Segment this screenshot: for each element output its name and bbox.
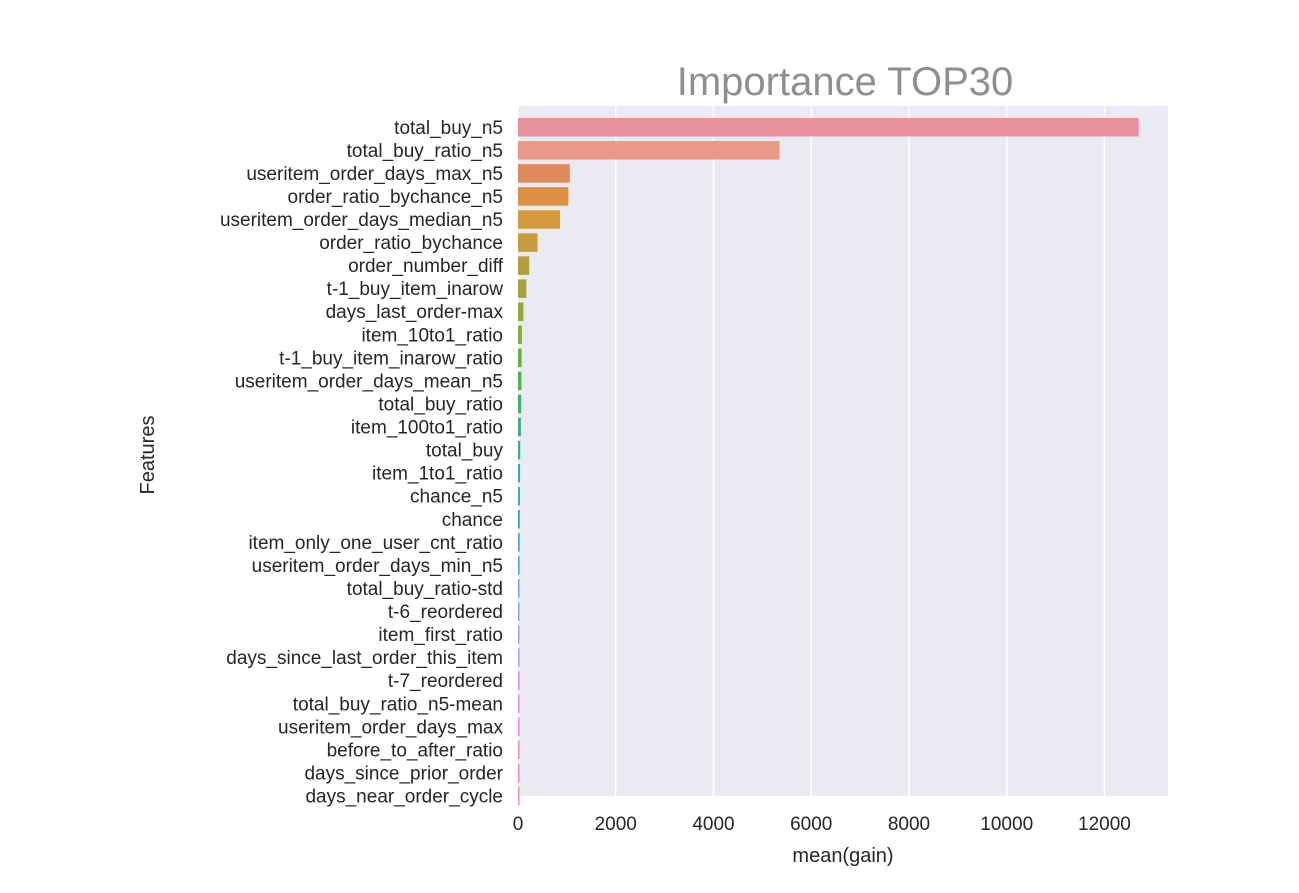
category-label: total_buy_ratio-std (347, 579, 503, 600)
bar (518, 325, 522, 345)
bar (518, 556, 520, 575)
x-tick-label: 12000 (1078, 814, 1131, 835)
bar (518, 256, 530, 275)
category-label: item_100to1_ratio (351, 418, 503, 439)
bar (518, 602, 520, 621)
category-label: chance_n5 (410, 487, 503, 508)
category-label: t-1_buy_item_inarow_ratio (279, 348, 503, 369)
category-label: t-7_reordered (388, 671, 503, 692)
category-label: days_since_prior_order (304, 763, 503, 784)
chart-title: Importance TOP30 (677, 60, 1013, 104)
category-label: total_buy_ratio_n5-mean (293, 694, 503, 715)
category-label: total_buy_n5 (394, 118, 503, 139)
x-tick-label: 2000 (595, 814, 637, 835)
category-label: total_buy_ratio (378, 394, 503, 415)
bar (518, 740, 520, 760)
category-label: useritem_order_days_mean_n5 (235, 371, 503, 392)
category-label: useritem_order_days_max_n5 (246, 164, 503, 185)
category-label: order_ratio_bychance_n5 (288, 187, 504, 208)
category-label: t-1_buy_item_inarow (327, 279, 504, 300)
category-label: days_since_last_order_this_item (226, 648, 503, 669)
bar (518, 348, 522, 368)
bar (518, 417, 521, 437)
bars (518, 118, 1139, 806)
bar (518, 694, 520, 713)
bar (518, 302, 524, 321)
category-labels: total_buy_n5total_buy_ratio_n5useritem_o… (220, 118, 504, 808)
category-label: order_ratio_bychance (319, 233, 503, 254)
category-label: item_10to1_ratio (361, 325, 503, 346)
bar (518, 510, 520, 529)
bar (518, 394, 522, 414)
category-label: total_buy_ratio_n5 (347, 141, 503, 162)
bar (518, 648, 520, 667)
bar (518, 763, 520, 783)
y-axis-label: Features (137, 416, 159, 495)
category-label: order_number_diff (348, 256, 504, 277)
bar (518, 440, 521, 460)
bar (518, 786, 520, 806)
bar (518, 579, 520, 598)
bar (518, 187, 569, 206)
category-label: item_first_ratio (378, 625, 503, 646)
bar (518, 717, 520, 737)
x-tick-label: 10000 (980, 814, 1033, 835)
category-label: days_last_order-max (326, 302, 504, 323)
bar (518, 371, 522, 391)
x-tick-label: 0 (513, 814, 524, 835)
category-label: before_to_after_ratio (327, 740, 503, 761)
bar (518, 233, 538, 252)
category-label: useritem_order_days_median_n5 (220, 210, 503, 231)
bar (518, 671, 520, 690)
bar (518, 210, 561, 229)
x-tick-labels: 0 2000 4000 6000 8000 10000 12000 (513, 814, 1131, 835)
category-label: days_near_order_cycle (305, 786, 503, 807)
bar (518, 164, 570, 183)
bar (518, 625, 520, 644)
plot-area (518, 106, 1168, 796)
category-label: chance (442, 510, 503, 531)
category-label: total_buy (426, 441, 504, 462)
bar (518, 463, 521, 483)
bar (518, 118, 1139, 137)
bar (518, 486, 520, 506)
x-tick-label: 4000 (692, 814, 734, 835)
bar (518, 533, 520, 552)
bar (518, 141, 780, 160)
bar (518, 279, 527, 298)
category-label: t-6_reordered (388, 602, 503, 623)
x-axis-label: mean(gain) (792, 845, 893, 867)
category-label: useritem_order_days_max (278, 717, 503, 738)
x-tick-label: 6000 (790, 814, 832, 835)
category-label: item_1to1_ratio (372, 464, 503, 485)
category-label: useritem_order_days_min_n5 (252, 556, 503, 577)
category-label: item_only_one_user_cnt_ratio (248, 533, 503, 554)
x-tick-label: 8000 (888, 814, 930, 835)
